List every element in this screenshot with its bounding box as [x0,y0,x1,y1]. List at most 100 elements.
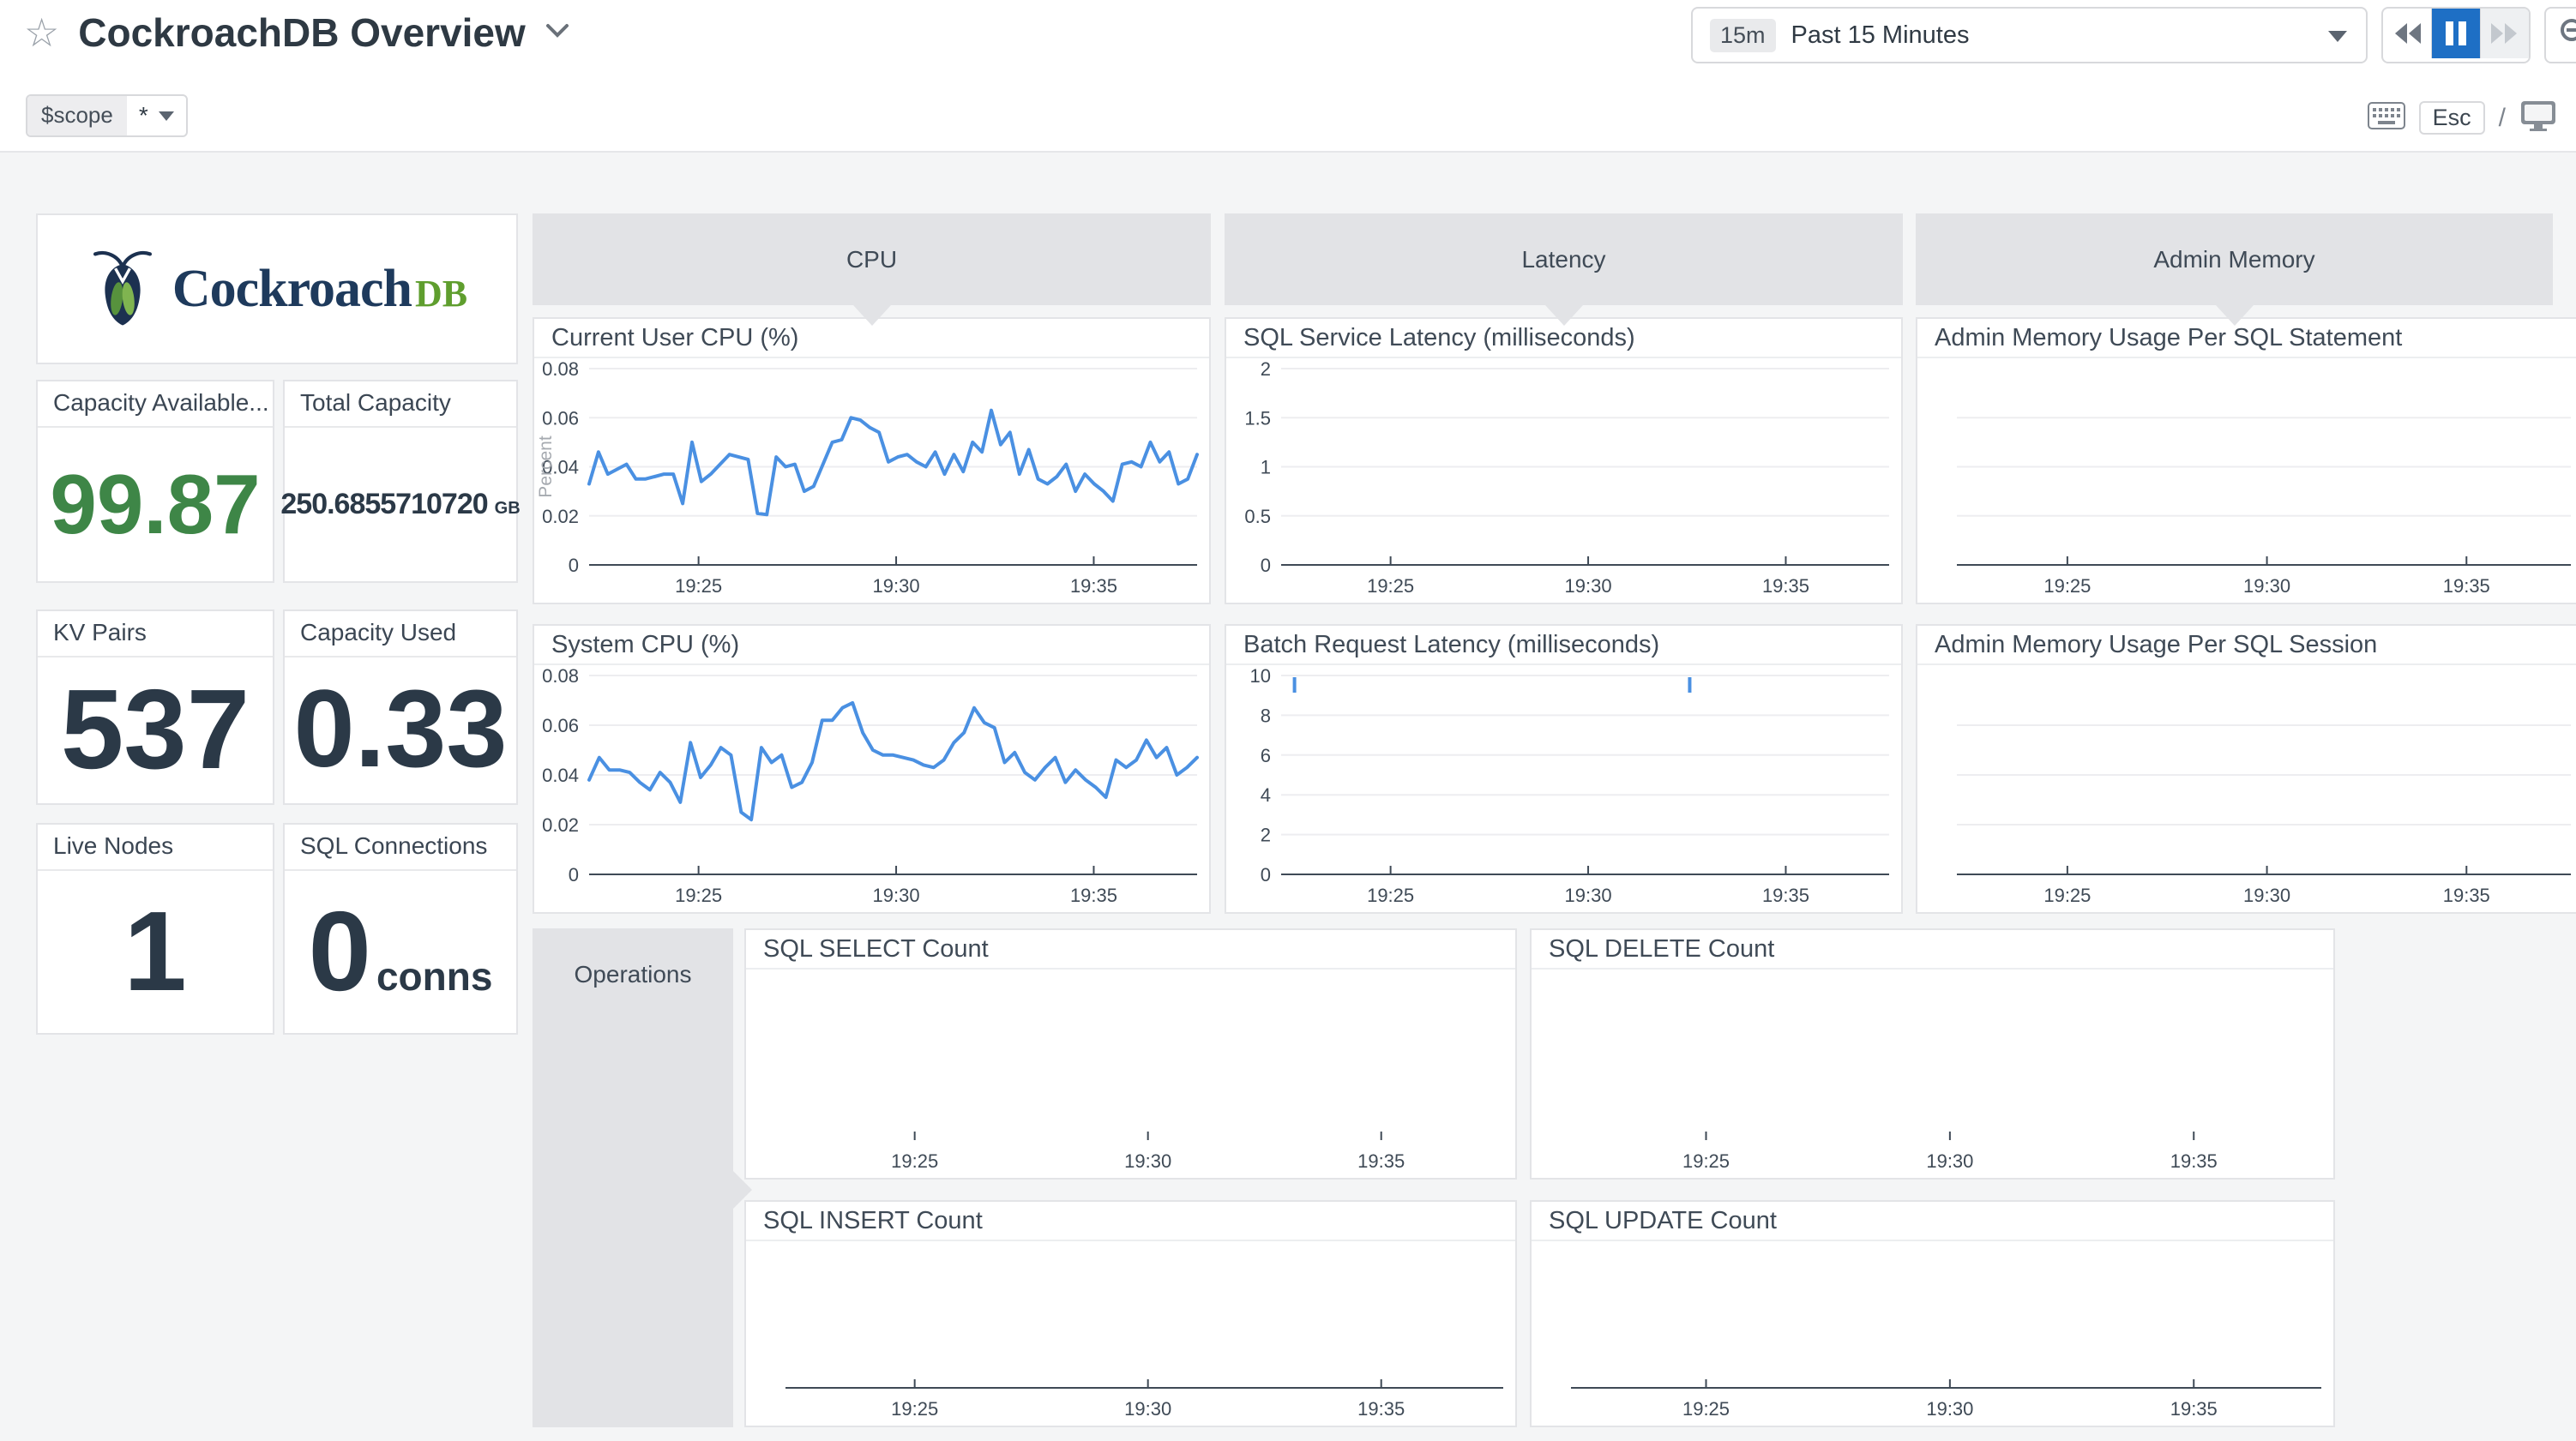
chart-plot-current-user-cpu[interactable]: 0 0.02 0.04 0.06 0.08 19:25 19:30 19:35 Percent [534,358,1209,603]
chart-plot-sql-service-latency[interactable]: 0 0.5 1 1.5 2 19:25 19:30 19:35 [1226,358,1901,603]
svg-text:19:25: 19:25 [1682,1150,1730,1172]
svg-text:0.04: 0.04 [542,765,579,786]
chart-card-sql-select-count[interactable]: SQL SELECT Count 19:25 19:30 19:35 [744,928,1517,1180]
svg-text:4: 4 [1261,784,1271,806]
stat-label: Live Nodes [38,825,273,871]
scope-variable-chip[interactable]: $scope * [26,94,188,137]
rewind-button[interactable] [2383,9,2432,58]
stat-card-kv-pairs[interactable]: KV Pairs 537 [36,609,274,805]
stat-card-sql-connections[interactable]: SQL Connections 0 conns [283,823,518,1035]
chart-card-sql-insert-count[interactable]: SQL INSERT Count 19:25 19:30 19:35 [744,1200,1517,1427]
keyboard-icon[interactable] [2367,102,2405,134]
stat-card-live-nodes[interactable]: Live Nodes 1 [36,823,274,1035]
svg-text:19:25: 19:25 [1367,575,1414,597]
svg-text:0: 0 [1261,555,1271,576]
group-header-operations[interactable]: Operations [533,928,752,1427]
svg-text:19:25: 19:25 [1682,1398,1730,1420]
chart-plot-admin-memory-session[interactable]: 19:25 19:30 19:35 [1917,665,2576,912]
title-chevron-down-icon[interactable] [545,22,570,44]
chart-plot-admin-memory-statement[interactable]: 19:25 19:30 19:35 [1917,358,2576,603]
svg-text:0: 0 [569,864,579,886]
svg-text:10: 10 [1250,665,1271,687]
svg-text:19:25: 19:25 [675,885,722,906]
chart-plot-system-cpu[interactable]: 0 0.02 0.04 0.06 0.08 19:25 19:30 19:35 [534,665,1209,912]
scope-variable-name: $scope [27,96,127,135]
svg-text:19:25: 19:25 [2043,575,2091,597]
svg-text:1: 1 [1261,457,1271,478]
chart-plot-sql-insert-count[interactable]: 19:25 19:30 19:35 [746,1241,1515,1426]
svg-text:19:35: 19:35 [1762,885,1809,906]
svg-text:19:30: 19:30 [1926,1150,1973,1172]
stat-label: KV Pairs [38,611,273,657]
svg-text:19:30: 19:30 [873,885,920,906]
svg-text:19:35: 19:35 [1070,885,1117,906]
chart-plot-sql-update-count[interactable]: 19:25 19:30 19:35 [1532,1241,2333,1426]
stat-value: 537 [60,666,250,792]
group-title: Latency [1521,245,1606,273]
chart-plot-sql-select-count[interactable]: 19:25 19:30 19:35 [746,970,1515,1178]
svg-text:19:30: 19:30 [1926,1398,1973,1420]
scope-variable-value[interactable]: * [127,96,186,135]
svg-text:0: 0 [569,555,579,576]
caret-down-icon [158,111,174,121]
monitor-icon[interactable] [2519,99,2557,136]
group-notch [1544,305,1583,326]
svg-text:19:35: 19:35 [2443,575,2490,597]
stat-card-capacity-available[interactable]: Capacity Available... 99.87 [36,380,274,583]
svg-text:0.06: 0.06 [542,715,579,736]
chart-card-batch-request-latency[interactable]: Batch Request Latency (milliseconds) 0 2 4… [1225,624,1903,914]
stat-card-capacity-used[interactable]: Capacity Used 0.33 [283,609,518,805]
chart-title: Current User CPU (%) [534,319,1209,358]
chart-title: Batch Request Latency (milliseconds) [1226,626,1901,665]
star-icon[interactable]: ☆ [24,10,60,55]
template-variable-row: $scope * [26,94,188,137]
stat-value: 0 [308,887,371,1014]
chart-plot-batch-request-latency[interactable]: 0 2 4 6 8 10 19:25 19:30 19:35 [1226,665,1901,912]
stat-value: 250.6855710720 [280,487,488,520]
chart-title: Admin Memory Usage Per SQL Session [1917,626,2576,665]
chart-title: System CPU (%) [534,626,1209,665]
chart-title: SQL UPDATE Count [1532,1202,2333,1241]
group-notch [852,305,891,326]
chart-card-sql-update-count[interactable]: SQL UPDATE Count 19:25 19:30 19:35 [1530,1200,2335,1427]
cockroachdb-logo: CockroachDB [87,246,467,333]
svg-text:Percent: Percent [536,435,556,498]
group-title: Operations [574,961,692,988]
chart-card-system-cpu[interactable]: System CPU (%) 0 0.02 0.04 0.06 0.08 19:25 19:… [533,624,1211,914]
svg-text:0.06: 0.06 [542,407,579,429]
svg-text:8: 8 [1261,705,1271,726]
chart-card-admin-memory-statement[interactable]: Admin Memory Usage Per SQL Statement 19:… [1916,317,2576,604]
group-notch [733,1171,752,1209]
svg-text:0.08: 0.08 [542,665,579,687]
stat-label: Capacity Used [285,611,516,657]
top-bar: ☆ CockroachDB Overview 15m Past 15 Minut… [0,0,2576,151]
pause-button[interactable] [2432,9,2481,58]
chart-title: Admin Memory Usage Per SQL Statement [1917,319,2576,358]
chart-card-sql-delete-count[interactable]: SQL DELETE Count 19:25 19:30 19:35 [1530,928,2335,1180]
stat-unit: GB [494,498,521,518]
svg-text:19:25: 19:25 [2043,885,2091,906]
svg-text:19:35: 19:35 [1762,575,1809,597]
zoom-out-button[interactable] [2544,7,2576,63]
esc-key-button[interactable]: Esc [2418,101,2485,135]
chart-plot-sql-delete-count[interactable]: 19:25 19:30 19:35 [1532,970,2333,1178]
caret-down-icon [2328,31,2347,42]
group-header-cpu[interactable]: CPU [533,213,1211,326]
fast-forward-button[interactable] [2481,9,2529,58]
svg-text:19:30: 19:30 [1124,1150,1171,1172]
chart-title: SQL INSERT Count [746,1202,1515,1241]
chart-card-sql-service-latency[interactable]: SQL Service Latency (milliseconds) 0 0.5 1… [1225,317,1903,604]
svg-text:1.5: 1.5 [1244,407,1271,429]
time-range-select[interactable]: 15m Past 15 Minutes [1691,7,2368,63]
brand-name: Cockroach [172,259,412,318]
group-title: Admin Memory [2153,245,2315,273]
shortcut-cluster: Esc / [2367,99,2557,136]
svg-text:19:30: 19:30 [2243,885,2290,906]
stat-value: 0.33 [293,668,508,790]
stat-card-total-capacity[interactable]: Total Capacity 250.6855710720 GB [280,380,521,583]
chart-card-admin-memory-session[interactable]: Admin Memory Usage Per SQL Session 19:25… [1916,624,2576,914]
group-header-latency[interactable]: Latency [1225,213,1903,326]
group-header-admin-memory[interactable]: Admin Memory [1916,213,2553,326]
chart-card-current-user-cpu[interactable]: Current User CPU (%) 0 0.02 0.04 0.06 0.08 19… [533,317,1211,604]
playback-controls [2381,7,2531,63]
